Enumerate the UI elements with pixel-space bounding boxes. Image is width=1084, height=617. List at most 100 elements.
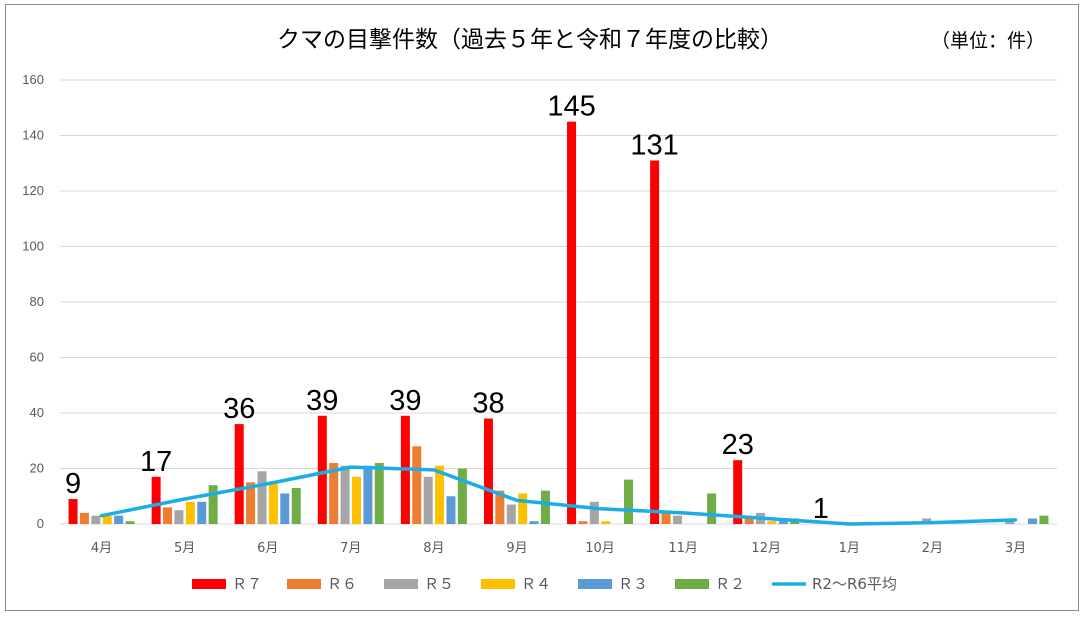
bar (1005, 521, 1015, 524)
legend-swatch (384, 579, 418, 589)
data-label: 38 (472, 388, 504, 420)
x-category-label: 2月 (922, 541, 943, 556)
bar (351, 476, 361, 524)
chart-title: クマの目撃件数（過去５年と令和７年度の比較） (277, 27, 783, 53)
bar (650, 160, 660, 524)
bar (412, 446, 422, 524)
bar (446, 496, 456, 524)
bar (518, 493, 528, 524)
bar (483, 418, 493, 524)
bar (197, 501, 207, 524)
x-category-label: 12月 (751, 541, 781, 556)
legend-swatch (287, 579, 321, 589)
x-category-label: 4月 (91, 541, 112, 556)
bar (707, 493, 717, 524)
bar (340, 465, 350, 524)
bar (601, 521, 611, 524)
bar (1028, 518, 1038, 524)
data-label: 17 (140, 446, 172, 478)
bar (423, 476, 433, 524)
bar (374, 462, 384, 524)
x-category-label: 9月 (506, 541, 527, 556)
bar (589, 501, 599, 524)
bar (91, 515, 101, 524)
bar (280, 493, 290, 524)
legend-label: Ｒ６ (327, 575, 357, 593)
data-label: 145 (547, 91, 595, 123)
y-tick-label: 40 (30, 405, 44, 420)
bar (778, 521, 788, 524)
bar (744, 518, 754, 524)
average-line (99, 465, 1018, 526)
legend-label: Ｒ５ (424, 575, 454, 593)
legend-swatch (192, 579, 226, 589)
y-tick-label: 0 (37, 516, 44, 531)
x-category-label: 11月 (668, 541, 698, 556)
y-tick-label: 140 (22, 128, 44, 143)
bar (363, 465, 373, 524)
data-label: 39 (389, 385, 421, 417)
bar (291, 487, 301, 524)
bar (1039, 515, 1049, 524)
x-category-label: 10月 (585, 541, 615, 556)
bar (767, 521, 777, 524)
legend-swatch (481, 579, 515, 589)
bar (208, 485, 218, 524)
bar (151, 476, 161, 524)
data-labels: 9 17 36 39 39 38 145 131 23 1 (65, 91, 829, 525)
data-label: 39 (306, 385, 338, 417)
bar (102, 515, 112, 524)
bar (733, 460, 743, 524)
legend: Ｒ７ Ｒ６ Ｒ５ Ｒ４ Ｒ３ Ｒ２ R2～R6平均 (192, 575, 897, 593)
x-category-label: 1月 (839, 541, 860, 556)
bar (246, 482, 256, 524)
x-category-label: 5月 (174, 541, 195, 556)
x-category-label: 7月 (340, 541, 361, 556)
bar (457, 468, 467, 524)
data-label: 131 (630, 129, 678, 161)
y-tick-label: 160 (22, 72, 44, 87)
x-category-label: 6月 (257, 541, 278, 556)
y-tick-label: 80 (30, 294, 44, 309)
gridlines (60, 79, 1057, 525)
x-axis-categories: 4月 5月 6月 7月 8月 9月 10月 11月 12月 1月 2月 3月 (91, 541, 1026, 556)
bar (506, 504, 516, 524)
y-tick-label: 120 (22, 183, 44, 198)
bar (661, 512, 671, 524)
bars (68, 121, 1049, 524)
bar (114, 515, 124, 524)
bar (329, 462, 339, 524)
bar (79, 512, 89, 524)
bar (529, 521, 539, 524)
legend-swatch (578, 579, 612, 589)
bar (185, 501, 195, 524)
y-tick-label: 20 (30, 461, 44, 476)
y-axis-ticks: 0 20 40 60 80 100 120 140 160 (22, 72, 44, 531)
bar (174, 510, 184, 524)
bar (257, 471, 267, 524)
x-category-label: 3月 (1005, 541, 1026, 556)
legend-label: Ｒ４ (521, 575, 551, 593)
x-category-label: 8月 (423, 541, 444, 556)
bar (234, 424, 244, 524)
y-tick-label: 100 (22, 239, 44, 254)
bar (624, 479, 634, 524)
data-label: 23 (722, 429, 754, 461)
legend-label: Ｒ７ (232, 575, 262, 593)
bar (567, 121, 577, 524)
legend-label: R2～R6平均 (812, 575, 897, 593)
bar (268, 482, 278, 524)
bar (68, 499, 78, 524)
data-label: 1 (813, 493, 829, 525)
legend-label: Ｒ２ (715, 575, 745, 593)
bar (540, 490, 550, 524)
bar (435, 465, 445, 524)
average-line-layer (99, 465, 1018, 526)
unit-label: （単位：件） (931, 30, 1045, 52)
bar (578, 521, 588, 524)
legend-label: Ｒ３ (618, 575, 648, 593)
bar (317, 415, 327, 524)
legend-swatch (675, 579, 709, 589)
bar (495, 490, 505, 524)
